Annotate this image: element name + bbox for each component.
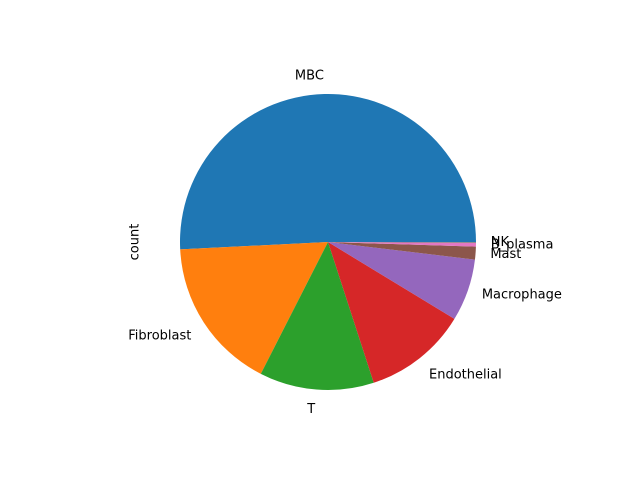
pie-label-t: T [306,402,315,417]
pie-slice-fibroblast [180,242,328,374]
pie-label-nk: NK [491,235,510,250]
y-axis-label: count [128,224,143,261]
pie-label-mbc: MBC [295,68,324,83]
pie-slices [180,93,477,390]
pie-label-endothelial: Endothelial [429,367,502,382]
pie-label-macrophage: Macrophage [482,288,562,303]
pie-slice-endothelial [328,242,455,383]
pie-slice-b-plasma [328,242,476,247]
pie-labels: MBC Fibroblast T Endothelial Macrophage MastB… [128,68,562,417]
pie-label-mast: Mast [490,247,521,262]
pie-slice-mast [328,242,476,260]
pie-slice-macrophage [328,242,475,319]
pie-slice-mbc [180,93,477,250]
pie-label-b-plasma: B_plasma [491,238,554,253]
pie-slice-nk [328,242,476,243]
pie-label-fibroblast: Fibroblast [128,328,191,343]
pie-slice-t [260,242,374,390]
